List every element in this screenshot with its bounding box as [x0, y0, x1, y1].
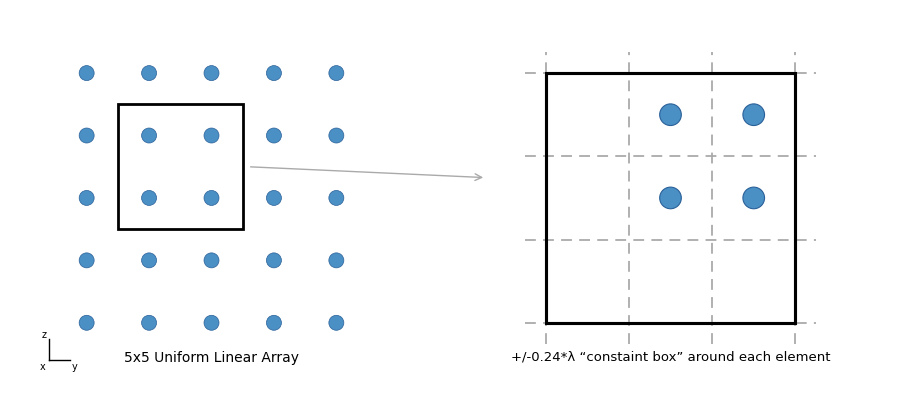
Text: y: y [72, 361, 77, 371]
Circle shape [266, 253, 282, 268]
Text: z: z [41, 329, 47, 339]
Circle shape [328, 66, 344, 81]
Circle shape [141, 191, 157, 206]
Circle shape [742, 188, 764, 209]
Circle shape [79, 129, 94, 144]
Circle shape [266, 66, 282, 81]
Circle shape [79, 253, 94, 268]
Text: +/-0.24*λ “constaint box” around each element: +/-0.24*λ “constaint box” around each el… [511, 350, 830, 363]
Bar [545, 74, 796, 323]
Circle shape [660, 188, 681, 209]
Circle shape [266, 315, 282, 330]
Circle shape [204, 315, 219, 330]
Circle shape [266, 191, 282, 206]
Circle shape [204, 253, 219, 268]
Circle shape [742, 104, 764, 126]
Circle shape [79, 66, 94, 81]
Circle shape [328, 315, 344, 330]
Circle shape [141, 129, 157, 144]
Circle shape [266, 129, 282, 144]
Circle shape [328, 253, 344, 268]
Circle shape [328, 129, 344, 144]
Circle shape [204, 191, 219, 206]
Circle shape [328, 191, 344, 206]
Circle shape [79, 315, 94, 330]
Text: 5x5 Uniform Linear Array: 5x5 Uniform Linear Array [124, 350, 299, 364]
Circle shape [660, 104, 681, 126]
Bar [118, 105, 243, 230]
Text: x: x [40, 361, 46, 371]
Circle shape [204, 66, 219, 81]
Circle shape [141, 315, 157, 330]
Circle shape [204, 129, 219, 144]
Circle shape [141, 66, 157, 81]
Bar [545, 74, 796, 323]
Circle shape [141, 253, 157, 268]
Circle shape [79, 191, 94, 206]
